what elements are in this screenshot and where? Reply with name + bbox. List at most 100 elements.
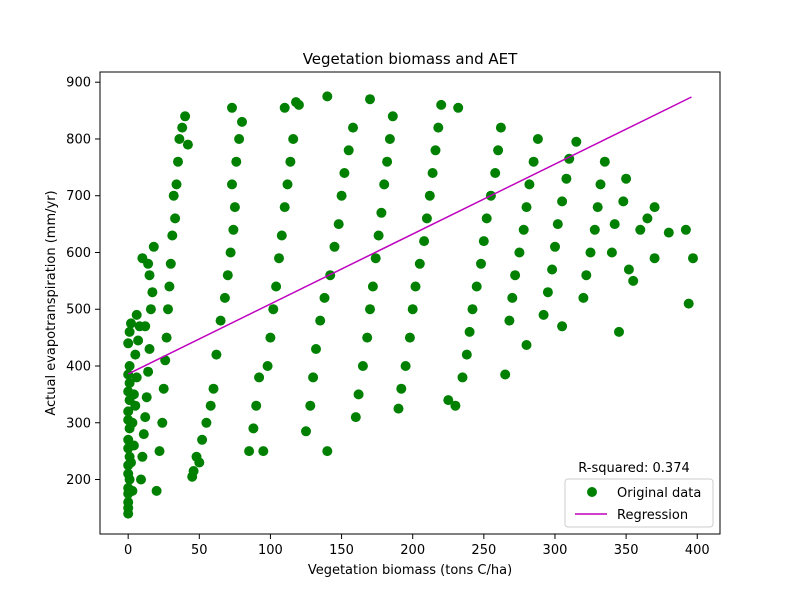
data-point-198 [649,253,660,264]
data-point-164 [510,270,521,281]
legend-box [564,478,714,528]
regression-layer [127,96,692,375]
data-point-114 [339,168,350,178]
data-point-84 [227,102,237,113]
data-point-90 [262,361,273,371]
data-point-52 [161,332,172,343]
data-point-173 [542,287,553,298]
data-point-16 [124,378,135,388]
data-point-98 [285,156,296,167]
data-point-76 [222,270,233,281]
data-point-20 [124,326,135,337]
data-point-81 [231,156,242,167]
data-point-197 [642,213,653,224]
data-point-85 [244,446,255,457]
data-point-24 [128,440,139,451]
data-point-140 [421,213,432,224]
data-point-25 [127,417,138,428]
data-point-189 [606,247,617,258]
data-point-203 [688,253,698,264]
data-point-185 [589,224,600,235]
y-axis-ticks: 200 300 400 500 600 700 800 900 [66,76,100,488]
chart-title: Vegetation biomass and AET [303,50,518,68]
data-point-105 [308,372,319,383]
data-point-77 [225,247,236,258]
data-point-23 [126,457,136,468]
data-point-163 [507,292,518,303]
data-point-97 [282,179,293,190]
y-tick-label-800: 800 [66,132,91,147]
data-point-181 [557,321,568,332]
data-point-64 [182,139,193,150]
data-point-106 [311,344,321,354]
x-tick-label-400: 400 [685,543,710,558]
data-point-145 [436,99,447,110]
y-axis-label: Actual evapotranspiration (mm/yr) [44,190,59,415]
x-tick-label-50: 50 [191,543,208,558]
data-point-95 [276,230,287,241]
data-point-187 [595,179,606,190]
data-point-41 [145,304,156,315]
data-point-194 [623,264,634,275]
data-point-115 [343,145,354,156]
x-tick-label-250: 250 [471,543,496,558]
data-point-22 [127,485,138,496]
data-point-177 [557,196,568,207]
data-point-166 [518,224,529,235]
data-point-127 [379,179,390,190]
data-point-13 [123,406,134,417]
y-tick-label-700: 700 [66,189,91,204]
data-point-142 [427,168,438,178]
data-point-191 [614,326,624,337]
data-point-60 [173,156,183,167]
data-point-93 [271,281,282,292]
data-point-119 [353,389,364,400]
data-point-83 [237,116,247,127]
data-point-94 [274,253,284,264]
data-point-200 [663,227,674,238]
data-point-56 [167,230,178,241]
data-point-38 [143,366,154,377]
data-point-152 [471,281,482,292]
data-point-78 [228,224,239,235]
data-point-121 [362,332,373,343]
data-point-80 [227,179,237,190]
data-point-193 [621,173,632,184]
data-point-174 [547,264,558,275]
data-point-201 [680,224,691,235]
data-point-18 [124,361,135,371]
x-axis-label: Vegetation biomass (tons C/ha) [308,563,512,578]
data-point-54 [164,281,175,292]
x-tick-label-0: 0 [124,543,132,558]
data-point-123 [367,281,378,292]
data-point-113 [336,190,347,201]
data-point-87 [251,400,262,411]
x-tick-label-350: 350 [614,543,639,558]
legend-label-original-data: Original data [617,486,701,501]
data-point-82 [234,134,245,144]
data-point-61 [174,134,185,144]
data-point-195 [628,275,639,286]
data-point-129 [384,134,395,144]
data-point-155 [481,213,492,224]
data-point-49 [157,417,168,428]
data-point-58 [168,190,179,201]
data-point-70 [201,417,212,428]
data-point-141 [424,190,435,201]
data-point-118 [350,412,361,423]
data-point-109 [322,446,333,457]
data-point-188 [599,156,610,167]
data-point-2 [123,497,134,508]
x-tick-label-300: 300 [543,543,568,558]
data-point-40 [140,321,151,332]
data-point-148 [457,372,468,383]
r-squared-annotation: R-squared: 0.374 [578,461,689,476]
data-point-112 [333,219,344,230]
x-tick-label-200: 200 [400,543,425,558]
data-point-143 [430,145,441,156]
data-point-99 [288,134,299,144]
data-point-47 [151,485,162,496]
legend-marker-original-data [587,487,597,497]
